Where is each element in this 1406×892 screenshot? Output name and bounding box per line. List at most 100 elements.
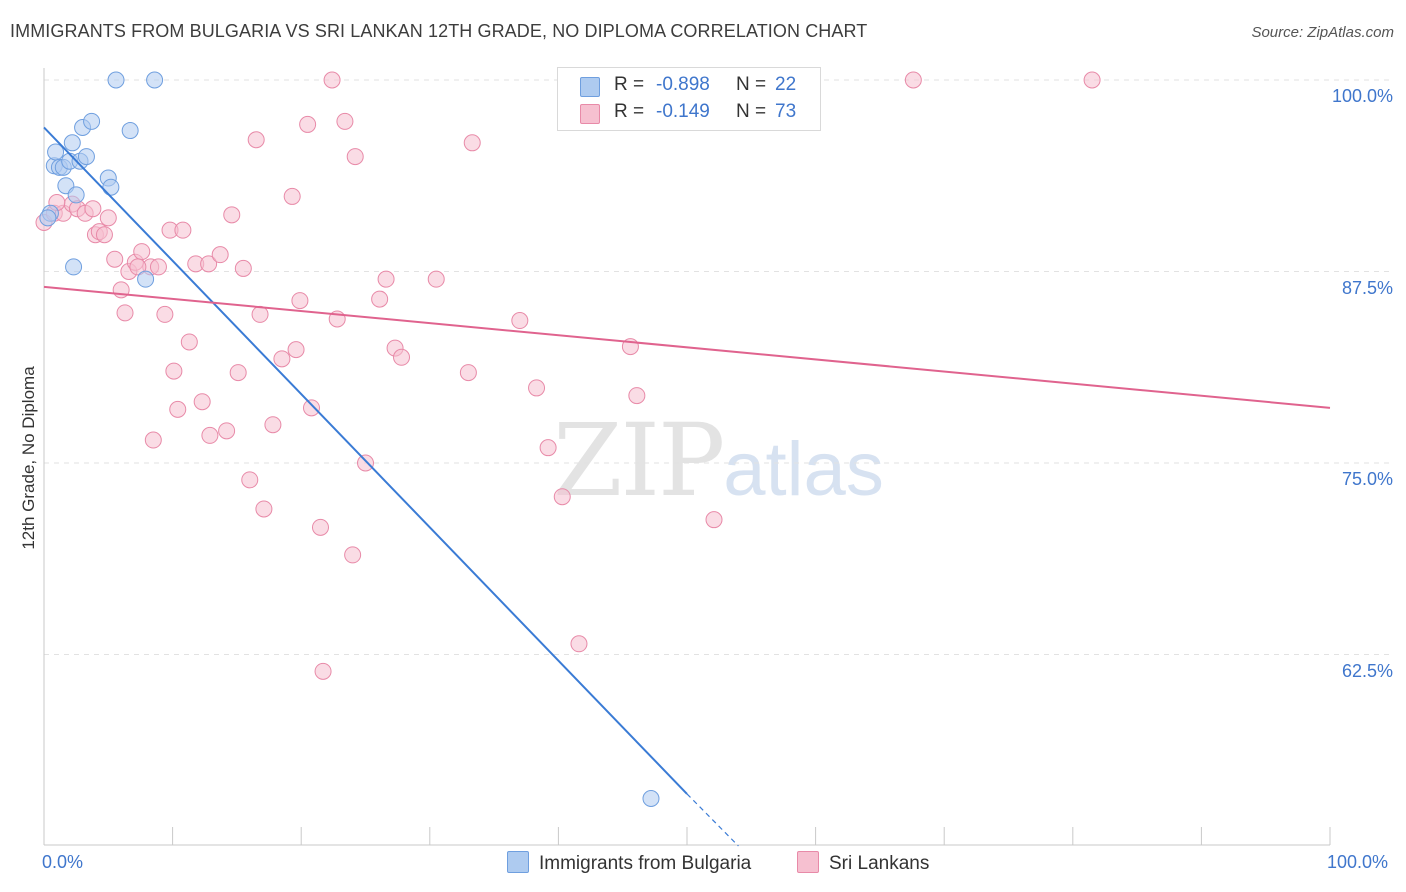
bulgaria-point bbox=[121, 122, 139, 140]
sri-lankans-point bbox=[234, 259, 252, 277]
sri-lankans-point bbox=[377, 270, 395, 288]
y-tick-label: 75.0% bbox=[1341, 469, 1393, 489]
sri-lankans-point bbox=[539, 439, 557, 457]
legend-n-value: 73 bbox=[775, 101, 797, 122]
legend-r-label: R = bbox=[614, 74, 645, 95]
sri-lankans-point bbox=[273, 350, 291, 368]
legend-r-value: -0.898 bbox=[656, 74, 710, 95]
legend-n-value: 22 bbox=[775, 74, 797, 95]
sri-lankans-point bbox=[169, 400, 187, 418]
bulgaria-point bbox=[39, 209, 57, 227]
bulgaria-point bbox=[83, 112, 101, 130]
x-tick-label-min: 0.0% bbox=[42, 852, 84, 872]
bulgaria-point bbox=[77, 148, 95, 166]
bottom-legend-swatch-blue bbox=[507, 851, 529, 873]
sri-lankans-point bbox=[149, 258, 167, 276]
sri-lankans-point bbox=[511, 312, 529, 330]
bottom-legend-label-bulgaria: Immigrants from Bulgaria bbox=[539, 853, 752, 874]
sri-lankans-point bbox=[570, 635, 588, 653]
bottom-legend-swatch-pink bbox=[797, 851, 819, 873]
sri-lankans-point bbox=[299, 115, 317, 133]
sri-lankans-point bbox=[133, 243, 151, 261]
bottom-legend-sri-lankans: Sri Lankans bbox=[797, 851, 929, 875]
series-bulgaria bbox=[39, 71, 660, 808]
sri-lankans-point bbox=[463, 134, 481, 152]
chart-title: IMMIGRANTS FROM BULGARIA VS SRI LANKAN 1… bbox=[10, 21, 868, 41]
sri-lankans-point bbox=[211, 246, 229, 264]
sri-lankans-point bbox=[1083, 71, 1101, 89]
sri-lankans-point bbox=[371, 290, 389, 308]
sri-lankans-point bbox=[459, 364, 477, 382]
sri-lankans-point bbox=[156, 305, 174, 323]
sri-lankans-point bbox=[264, 416, 282, 434]
bulgaria-point bbox=[102, 178, 120, 196]
sri-lankans-point bbox=[116, 304, 134, 322]
sri-lankans-point bbox=[528, 379, 546, 397]
sri-lankans-point bbox=[201, 426, 219, 444]
bulgaria-trend-line bbox=[43, 126, 688, 795]
sri-lankans-point bbox=[174, 221, 192, 239]
series-sri-lankans bbox=[35, 71, 1101, 680]
sri-lankans-point bbox=[241, 471, 259, 489]
bottom-legend-label-sri-lankans: Sri Lankans bbox=[829, 853, 930, 874]
sri-lankans-point bbox=[283, 187, 301, 205]
y-tick-label: 87.5% bbox=[1341, 278, 1393, 298]
sri-lankans-point bbox=[314, 662, 332, 680]
sri-lankans-point bbox=[336, 112, 354, 130]
grid-lines bbox=[44, 79, 1392, 655]
sri-lankans-point bbox=[180, 333, 198, 351]
sri-lankans-point bbox=[106, 250, 124, 268]
legend-n-label: N = bbox=[736, 74, 767, 95]
sri-lankans-point bbox=[129, 258, 147, 276]
sri-lankans-point bbox=[904, 71, 922, 89]
axes bbox=[43, 68, 1330, 846]
sri-lankans-point bbox=[165, 362, 183, 380]
sri-lankans-point bbox=[311, 518, 329, 536]
bottom-legend-bulgaria: Immigrants from Bulgaria bbox=[507, 851, 751, 875]
sri-lankans-point bbox=[247, 131, 265, 149]
bulgaria-point bbox=[642, 790, 660, 808]
sri-lankans-point bbox=[99, 209, 117, 227]
legend-n-label: N = bbox=[736, 101, 767, 122]
legend-r-label: R = bbox=[614, 101, 645, 122]
legend-r-value: -0.149 bbox=[656, 101, 710, 122]
bulgaria-point bbox=[107, 71, 125, 89]
stats-legend: R = -0.898 N = 22 R = -0.149 N = 73 bbox=[557, 67, 821, 131]
sri-lankans-point bbox=[144, 431, 162, 449]
sri-lankans-point bbox=[200, 255, 218, 273]
sri-lankans-point bbox=[628, 387, 646, 405]
sri-lankans-point bbox=[323, 71, 341, 89]
legend-swatch-blue bbox=[580, 77, 600, 97]
bulgaria-point bbox=[67, 186, 85, 204]
sri-lankans-point bbox=[553, 488, 571, 506]
sri-lankans-point bbox=[344, 546, 362, 564]
sri-lankans-point bbox=[84, 200, 102, 218]
sri-lankans-point bbox=[393, 348, 411, 366]
y-axis-label: 12th Grade, No Diploma bbox=[19, 366, 38, 550]
legend-swatch-pink bbox=[580, 104, 600, 124]
sri-lankans-point bbox=[223, 206, 241, 224]
y-tick-label: 100.0% bbox=[1331, 86, 1393, 106]
x-axis-ticks bbox=[172, 827, 1331, 845]
sri-lankans-point bbox=[229, 364, 247, 382]
sri-lankans-point bbox=[193, 393, 211, 411]
sri-lankans-point bbox=[427, 270, 445, 288]
sri-lankans-point bbox=[291, 292, 309, 310]
sri-lankans-point bbox=[287, 341, 305, 359]
sri-lankans-point bbox=[705, 511, 723, 529]
sri-lankans-point bbox=[255, 500, 273, 518]
bulgaria-point bbox=[137, 270, 155, 288]
watermark-zip: ZIP bbox=[553, 402, 725, 519]
sri-lankans-point bbox=[95, 226, 113, 244]
bulgaria-point bbox=[63, 134, 81, 152]
sri-lankans-point bbox=[346, 148, 364, 166]
bulgaria-trend-extension bbox=[686, 793, 739, 847]
sri-lankans-trend-line bbox=[43, 285, 1331, 409]
source-label: Source: ZipAtlas.com bbox=[1251, 24, 1394, 41]
y-tick-label: 62.5% bbox=[1341, 661, 1393, 681]
sri-lankans-point bbox=[302, 399, 320, 417]
bulgaria-point bbox=[65, 258, 83, 276]
sri-lankans-point bbox=[251, 305, 269, 323]
watermark: ZIPatlas bbox=[553, 402, 884, 519]
